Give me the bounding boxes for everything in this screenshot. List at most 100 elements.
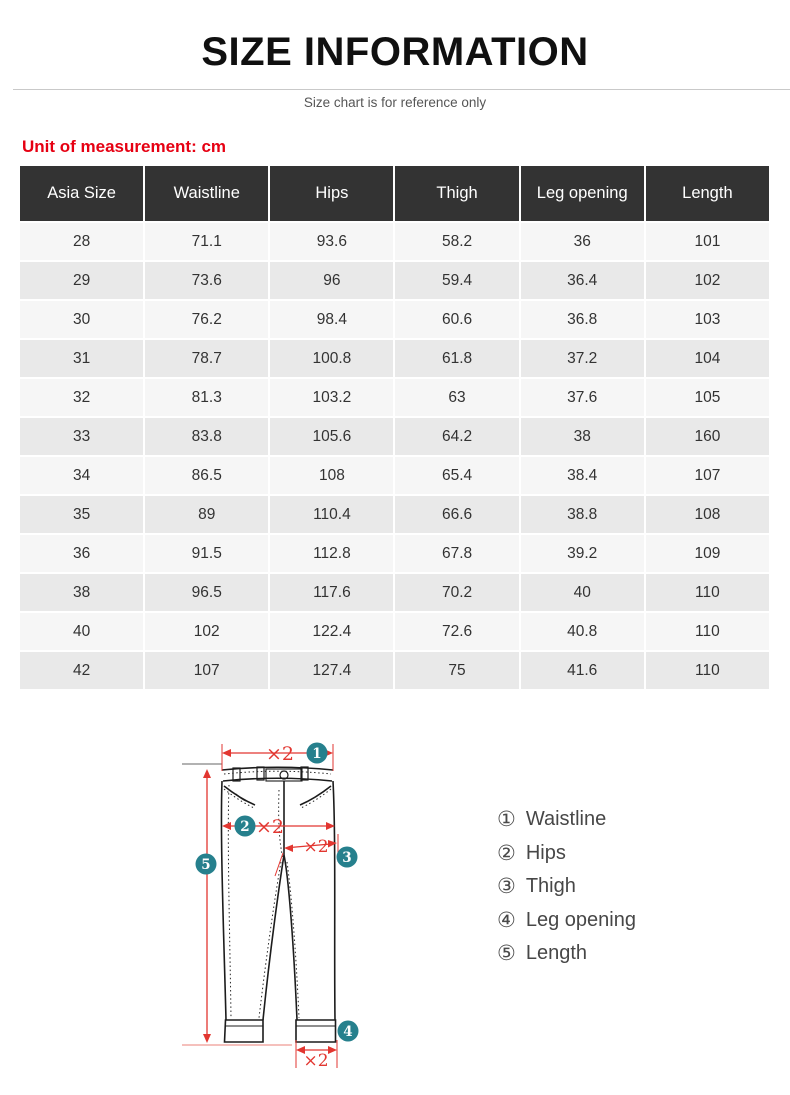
svg-text:2: 2 (240, 819, 249, 835)
table-cell: 81.3 (145, 379, 269, 416)
table-cell: 30 (20, 301, 144, 338)
table-cell: 110.4 (270, 496, 394, 533)
svg-text:4: 4 (343, 1024, 352, 1040)
column-header: Length (645, 166, 769, 221)
table-cell: 32 (20, 379, 144, 416)
table-cell: 110 (645, 613, 769, 650)
table-row: 29 73.6 96 59.4 36.4 102 (20, 262, 769, 299)
table-cell: 65.4 (395, 457, 519, 494)
legend-label: Leg opening (525, 908, 636, 931)
legend-item: ③ Thigh (497, 870, 636, 904)
table-row: 42 107 127.4 75 41.6 110 (20, 652, 769, 689)
table-row: 38 96.5 117.6 70.2 40 110 (20, 574, 769, 611)
table-cell: 98.4 (270, 301, 394, 338)
table-cell: 73.6 (145, 262, 269, 299)
table-cell: 127.4 (270, 652, 394, 689)
table-cell: 41.6 (520, 652, 644, 689)
x2-label-hips: ×2 (256, 816, 284, 838)
table-cell: 86.5 (145, 457, 269, 494)
table-cell: 28 (20, 223, 144, 260)
table-cell: 38.4 (520, 457, 644, 494)
column-header: Leg opening (520, 166, 644, 221)
table-cell: 75 (395, 652, 519, 689)
table-cell: 107 (145, 652, 269, 689)
table-cell: 63 (395, 379, 519, 416)
table-cell: 101 (645, 223, 769, 260)
table-cell: 70.2 (395, 574, 519, 611)
table-cell: 110 (645, 574, 769, 611)
table-cell: 78.7 (145, 340, 269, 377)
table-cell: 71.1 (145, 223, 269, 260)
page-title: SIZE INFORMATION (201, 30, 589, 74)
table-cell: 76.2 (145, 301, 269, 338)
table-cell: 107 (645, 457, 769, 494)
table-cell: 108 (645, 496, 769, 533)
table-cell: 34 (20, 457, 144, 494)
legend-item: ④ Leg opening (497, 904, 636, 938)
jeans-button (279, 770, 289, 780)
table-cell: 29 (20, 262, 144, 299)
table-cell: 36 (20, 535, 144, 572)
table-cell: 122.4 (270, 613, 394, 650)
table-row: 33 83.8 105.6 64.2 38 160 (20, 418, 769, 455)
table-cell: 40 (20, 613, 144, 650)
badge-2-hips (234, 815, 256, 837)
table-cell: 103 (645, 301, 769, 338)
legend-circled-number: ⑤ (497, 942, 516, 966)
table-cell: 38 (20, 574, 144, 611)
table-cell: 64.2 (395, 418, 519, 455)
table-cell: 112.8 (270, 535, 394, 572)
badge-4-leg-opening (337, 1020, 359, 1042)
legend-item: ① Waistline (497, 803, 636, 837)
table-cell: 160 (645, 418, 769, 455)
table-cell: 108 (270, 457, 394, 494)
jeans-outline (220, 766, 337, 1043)
table-cell: 117.6 (270, 574, 394, 611)
table-cell: 37.6 (520, 379, 644, 416)
table-cell: 89 (145, 496, 269, 533)
column-header: Thigh (395, 166, 519, 221)
table-cell: 102 (145, 613, 269, 650)
table-row: 36 91.5 112.8 67.8 39.2 109 (20, 535, 769, 572)
svg-text:1: 1 (312, 746, 321, 762)
column-header: Hips (270, 166, 394, 221)
table-cell: 33 (20, 418, 144, 455)
legend-label: Waistline (525, 808, 607, 831)
table-cell: 110 (645, 652, 769, 689)
table-cell: 102 (645, 262, 769, 299)
table-cell: 60.6 (395, 301, 519, 338)
table-row: 34 86.5 108 65.4 38.4 107 (20, 457, 769, 494)
column-header: Asia Size (20, 166, 144, 221)
badge-3-thigh (336, 846, 358, 868)
table-cell: 40.8 (520, 613, 644, 650)
table-row: 28 71.1 93.6 58.2 36 101 (20, 223, 769, 260)
table-cell: 105.6 (270, 418, 394, 455)
x2-label-waist: ×2 (266, 743, 294, 765)
table-cell: 40 (520, 574, 644, 611)
legend-item: ② Hips (497, 837, 636, 871)
table-cell: 36.4 (520, 262, 644, 299)
table-cell: 93.6 (270, 223, 394, 260)
table-cell: 91.5 (145, 535, 269, 572)
legend-circled-number: ① (497, 808, 516, 832)
badge-1-waistline (306, 742, 328, 764)
svg-text:3: 3 (342, 850, 351, 866)
table-cell: 58.2 (395, 223, 519, 260)
size-chart-body: 28 71.1 93.6 58.2 36 101 29 73.6 96 59.4 36.4 102 30… (20, 223, 769, 689)
table-cell: 35 (20, 496, 144, 533)
table-row: 30 76.2 98.4 60.6 36.8 103 (20, 301, 769, 338)
table-cell: 61.8 (395, 340, 519, 377)
table-cell: 59.4 (395, 262, 519, 299)
diagram-badges: 1 2 3 4 5 (195, 742, 359, 1042)
table-cell: 67.8 (395, 535, 519, 572)
table-cell: 109 (645, 535, 769, 572)
jeans-stitching (223, 770, 332, 1019)
measurement-legend: ① Waistline ② Hips ③ Thigh ④ Leg opening ⑤ Length (497, 803, 636, 971)
table-cell: 39.2 (520, 535, 644, 572)
legend-item: ⑤ Length (497, 937, 636, 971)
size-chart-table: Asia Size Waistline Hips Thigh Leg opening Le… (18, 164, 771, 691)
table-cell: 37.2 (520, 340, 644, 377)
size-chart-header: Asia Size Waistline Hips Thigh Leg opening Le… (20, 166, 769, 221)
table-row: 40 102 122.4 72.6 40.8 110 (20, 613, 769, 650)
x2-label-leg-opening: ×2 (303, 1051, 328, 1071)
